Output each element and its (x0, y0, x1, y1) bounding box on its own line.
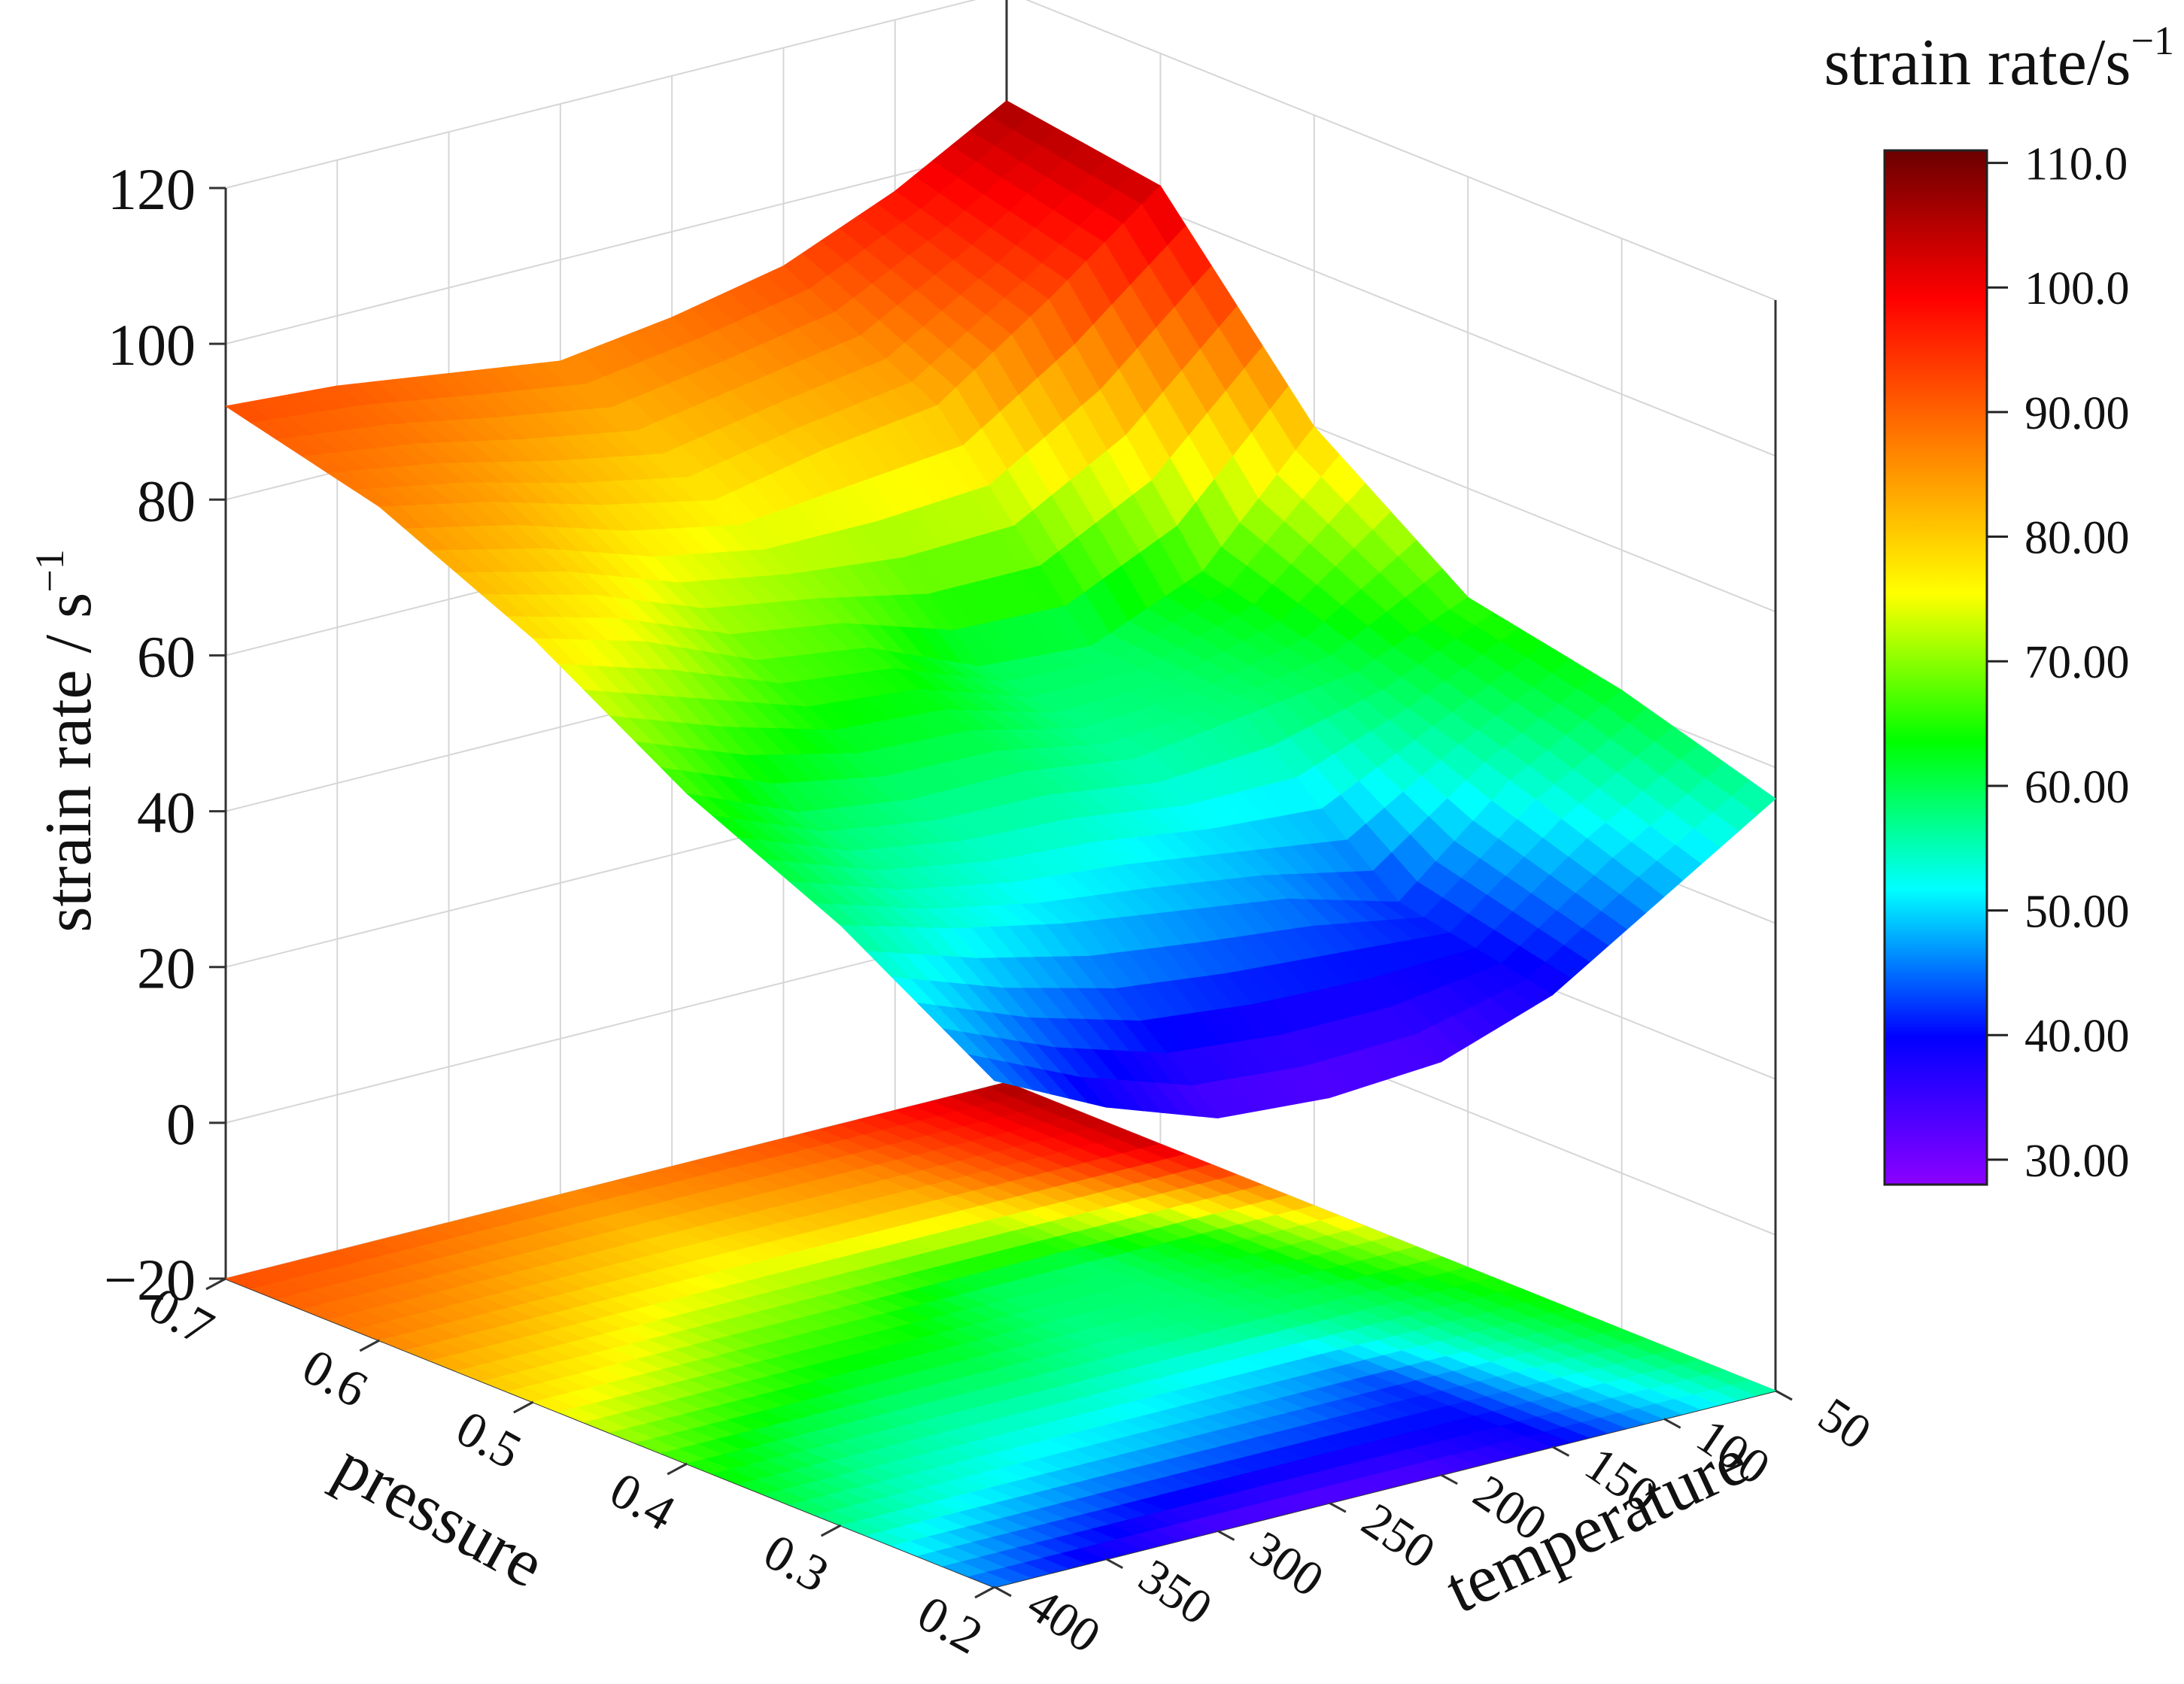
contour-projection (224, 1082, 1777, 1588)
pressure-tick-mark (359, 1339, 381, 1352)
temperature-tick-mark (1551, 1446, 1570, 1457)
colorbar (1883, 149, 1988, 1186)
z-tick-label: 20 (137, 936, 196, 1001)
grid-line (225, 0, 977, 189)
z-tick-label: 120 (108, 156, 196, 222)
colorbar-ticks: 110.0 100.0 90.00 80.00 70.00 60.00 50.00 40.00… (1987, 139, 2130, 1187)
z-tick-label: 0 (166, 1091, 196, 1157)
surface-mesh (224, 100, 1776, 1119)
pressure-tick-mark (205, 1277, 226, 1291)
colorbar-tick-label: 30.00 (2025, 1136, 2130, 1187)
colorbar-tick-label: 50.00 (2025, 887, 2130, 938)
colorbar-tick-label: 40.00 (2025, 1011, 2130, 1062)
temperature-tick-label: 250 (1352, 1492, 1444, 1579)
grid-line (1025, 0, 1776, 301)
colorbar-tick-label: 100.0 (2025, 263, 2130, 314)
temperature-tick-label: 50 (1809, 1387, 1881, 1460)
z-tick-label: −20 (104, 1247, 196, 1312)
temperature-tick-label: 400 (1018, 1576, 1110, 1664)
z-tick-label: 40 (137, 780, 196, 845)
z-tick-label: 60 (137, 624, 196, 689)
surface-cell (967, 1054, 1015, 1086)
temperature-tick-mark (1440, 1473, 1458, 1485)
colorbar-tick-label: 80.00 (2025, 513, 2130, 564)
colorbar-tick-label: 90.00 (2025, 388, 2130, 439)
temperature-tick-mark (1217, 1530, 1235, 1541)
z-tick-label: 100 (108, 312, 196, 378)
temperature-tick-mark (994, 1585, 1012, 1598)
temperature-tick-mark (1329, 1501, 1347, 1513)
pressure-tick-mark (667, 1462, 688, 1476)
pressure-tick-mark (513, 1400, 534, 1414)
pressure-tick-mark (974, 1585, 995, 1599)
z-axis-label: strain rate / s−1 (27, 549, 105, 933)
colorbar-tick-label: 110.0 (2025, 139, 2128, 190)
grid-line (225, 147, 1007, 345)
z-tick-label: 80 (137, 468, 196, 533)
temperature-tick-label: 350 (1129, 1549, 1222, 1636)
colorbar-title: strain rate/s−1 (1824, 18, 2174, 99)
temperature-tick-mark (1663, 1417, 1681, 1429)
pressure-axis-label: pressure (323, 1428, 556, 1602)
temperature-tick-label: 300 (1241, 1521, 1333, 1608)
temperature-tick-mark (1105, 1558, 1124, 1570)
colorbar-tick-label: 70.00 (2025, 637, 2130, 688)
colorbar-tick-label: 60.00 (2025, 762, 2130, 813)
temperature-tick-mark (1775, 1389, 1793, 1401)
pressure-tick-mark (820, 1524, 842, 1537)
